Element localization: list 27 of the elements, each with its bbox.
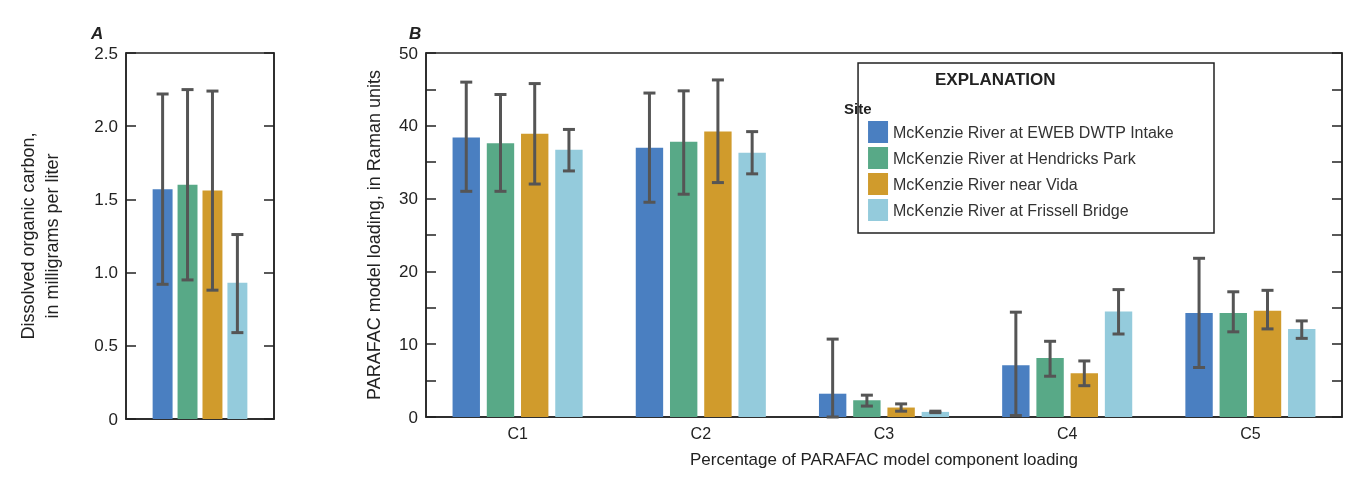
chart-title: B (409, 24, 422, 43)
y-tick-label: 0 (408, 407, 418, 427)
y-axis-title: PARAFAC model loading, in Raman units (364, 70, 384, 400)
chart-title: A (90, 24, 104, 43)
y-tick-label: 30 (399, 189, 418, 209)
annotation: EXPLANATION (935, 70, 1056, 89)
y-axis-title: Dissolved organic carbon, in milligrams per liter (18, 132, 62, 340)
y-tick-label: 1.5 (94, 189, 118, 209)
y-tick-label: 2.5 (94, 43, 118, 63)
y-tick-label: 50 (399, 43, 418, 63)
legend-label: McKenzie River near Vida (893, 175, 1078, 193)
x-tick-label: C4 (1056, 424, 1078, 442)
y-tick-label: 40 (399, 116, 418, 136)
x-tick-label: C3 (873, 424, 895, 442)
legend-label: McKenzie River at EWEB DWTP Intake (893, 123, 1174, 141)
x-tick-label: C2 (690, 424, 712, 442)
y-tick-label: 1.0 (94, 263, 118, 283)
y-tick-label: 0.5 (94, 336, 118, 356)
y-tick-label: 10 (399, 334, 418, 354)
legend-label: McKenzie River at Frissell Bridge (893, 201, 1129, 219)
legend-label: McKenzie River at Hendricks Park (893, 149, 1137, 167)
x-tick-label: C1 (507, 424, 528, 442)
x-tick-label: C5 (1240, 424, 1261, 442)
y-tick-label: 2.0 (94, 116, 118, 136)
x-axis-title: Percentage of PARAFAC model component loading (689, 450, 1079, 469)
y-tick-label: 20 (399, 261, 418, 281)
y-tick-label: 0 (108, 409, 118, 429)
